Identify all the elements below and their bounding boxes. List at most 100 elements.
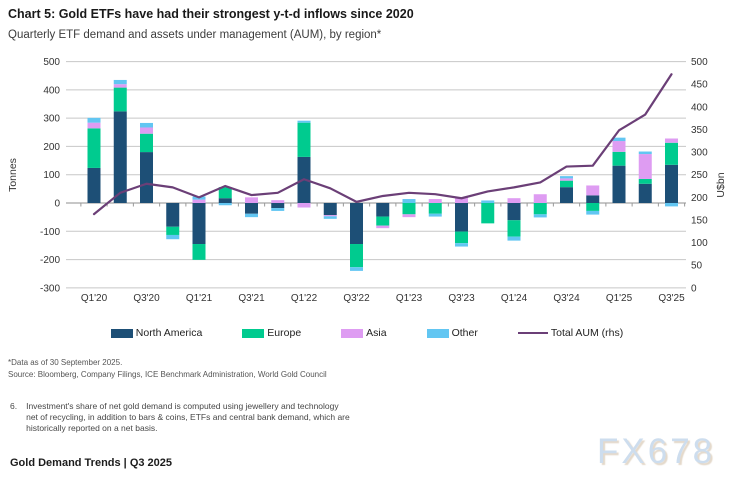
bar-Q1'20-north-america xyxy=(87,167,101,203)
x-axis-tick-label: Q3'21 xyxy=(238,293,265,304)
bar-Q2'25-north-america xyxy=(638,183,652,203)
legend-label-other: Other xyxy=(451,327,478,339)
bar-Q1'25-north-america xyxy=(612,165,626,203)
left-axis-tick-label: 0 xyxy=(54,199,60,210)
right-axis-tick-label: 500 xyxy=(691,57,708,68)
footnote-6-line-1: Investment's share of net gold demand is… xyxy=(26,401,339,411)
bar-Q4'22-north-america xyxy=(376,203,390,217)
chart-legend: North America Europe Asia Other Total AU… xyxy=(0,327,734,339)
bar-Q4'21-other xyxy=(271,208,285,211)
bar-Q3'25-other xyxy=(665,203,678,207)
bar-Q2'21-other xyxy=(218,203,232,206)
bar-Q2'22-other xyxy=(323,216,337,219)
bar-Q4'24-other xyxy=(586,210,600,215)
bar-Q1'25-europe xyxy=(612,151,626,166)
right-axis-tick-label: 450 xyxy=(691,80,708,91)
bar-Q1'25-asia xyxy=(612,141,626,152)
footnote-6-line-2: net of recycling, in addition to bars & … xyxy=(26,412,350,422)
bar-Q1'23-asia xyxy=(402,214,416,218)
bar-Q3'22-europe xyxy=(350,244,363,268)
bar-Q1'21-north-america xyxy=(192,203,206,245)
bar-Q2'24-asia xyxy=(533,194,547,203)
bar-Q3'20-north-america xyxy=(140,152,153,203)
watermark: FX678 xyxy=(597,432,716,471)
x-axis-tick-label: Q1'22 xyxy=(291,293,318,304)
x-axis-tick-label: Q3'23 xyxy=(448,293,475,304)
left-axis-tick-label: 400 xyxy=(43,85,60,96)
right-axis-tick-label: 400 xyxy=(691,102,708,113)
bar-Q4'23-other xyxy=(481,200,495,203)
bar-Q3'25-europe xyxy=(665,142,678,165)
north-america-swatch-icon xyxy=(110,328,133,338)
bar-Q2'25-other xyxy=(638,151,652,155)
asia-swatch-icon xyxy=(341,328,364,338)
bar-Q1'24-north-america xyxy=(507,203,521,221)
bar-Q2'20-europe xyxy=(113,87,127,112)
bar-Q3'20-other xyxy=(140,122,153,128)
legend-item-other: Other xyxy=(426,327,478,339)
bar-Q4'21-north-america xyxy=(271,203,285,209)
x-axis-tick-label: Q3'22 xyxy=(343,293,370,304)
bar-Q3'25-north-america xyxy=(665,164,678,203)
x-axis-tick-label: Q3'20 xyxy=(133,293,160,304)
bar-Q4'20-other xyxy=(166,234,180,240)
left-axis-tick-label: 300 xyxy=(43,114,60,125)
legend-label-europe: Europe xyxy=(267,327,302,339)
bar-Q4'24-asia xyxy=(586,185,600,196)
bar-Q1'23-other xyxy=(402,199,416,203)
legend-item-total-aum: Total AUM (rhs) xyxy=(517,327,623,339)
right-axis-tick-label: 50 xyxy=(691,261,703,272)
right-axis-title: U$bn xyxy=(715,172,727,197)
bar-Q2'23-asia xyxy=(428,199,442,203)
bar-Q4'24-europe xyxy=(586,203,600,211)
bar-Q1'22-other xyxy=(297,120,311,123)
bar-Q2'20-asia xyxy=(113,84,127,88)
legend-label-asia: Asia xyxy=(366,327,387,339)
bar-Q1'24-europe xyxy=(507,220,521,237)
bar-Q3'21-other xyxy=(245,213,258,218)
left-axis-tick-label: -200 xyxy=(40,255,60,266)
right-axis-tick-label: 150 xyxy=(691,215,708,226)
legend-item-north-america: North America xyxy=(110,327,202,339)
bar-Q2'24-europe xyxy=(533,203,547,215)
bar-Q4'21-asia xyxy=(271,200,285,203)
left-axis-tick-label: -300 xyxy=(40,283,60,294)
bar-Q2'23-europe xyxy=(428,203,442,214)
bar-Q1'20-other xyxy=(87,117,101,123)
bar-Q1'22-europe xyxy=(297,122,311,157)
bar-Q2'21-north-america xyxy=(218,198,232,203)
bar-Q2'22-asia xyxy=(323,215,337,217)
total-aum-line xyxy=(92,73,673,216)
bar-Q4'20-north-america xyxy=(166,203,180,227)
bar-Q4'22-asia xyxy=(376,225,390,229)
bar-Q1'24-other xyxy=(507,236,521,241)
bar-Q3'24-other xyxy=(560,176,573,179)
bar-Q3'20-europe xyxy=(140,133,153,153)
right-axis-tick-label: 250 xyxy=(691,170,708,181)
bar-Q3'23-other xyxy=(455,243,468,247)
etf-demand-chart-svg: -300 -200 -100 0 100 200 300 400 500 0 50 100 150 200… xyxy=(7,57,727,304)
footnote-6-text: Investment's share of net gold demand is… xyxy=(26,401,350,434)
bar-Q3'20-asia xyxy=(140,127,153,134)
bar-Q2'25-asia xyxy=(638,154,652,179)
bar-Q1'20-europe xyxy=(87,128,101,168)
page-subtitle: Quarterly ETF demand and assets under ma… xyxy=(8,29,382,41)
legend-item-asia: Asia xyxy=(341,327,387,339)
footnote-6-line-3: historically reported on a net basis. xyxy=(26,423,158,433)
footnote-6: 6. Investment's share of net gold demand… xyxy=(10,401,350,434)
bar-Q1'23-europe xyxy=(402,203,416,215)
etf-demand-chart: -300 -200 -100 0 100 200 300 400 500 0 50 100 150 200… xyxy=(0,53,734,315)
bar-Q2'21-europe xyxy=(218,187,232,199)
bar-Q3'22-north-america xyxy=(350,203,363,245)
bar-Q4'24-north-america xyxy=(586,195,600,203)
bar-Q1'20-asia xyxy=(87,122,101,129)
bar-Q3'21-north-america xyxy=(245,203,258,214)
other-swatch-icon xyxy=(426,328,449,338)
right-axis-tick-label: 300 xyxy=(691,148,708,159)
right-axis-tick-label: 100 xyxy=(691,238,708,249)
page-title: Chart 5: Gold ETFs have had their strong… xyxy=(8,7,414,21)
x-axis-tick-label: Q1'20 xyxy=(81,293,108,304)
source-note: Source: Bloomberg, Company Filings, ICE … xyxy=(8,370,327,379)
bar-Q2'20-other xyxy=(113,79,127,85)
bar-Q3'24-asia xyxy=(560,178,573,181)
